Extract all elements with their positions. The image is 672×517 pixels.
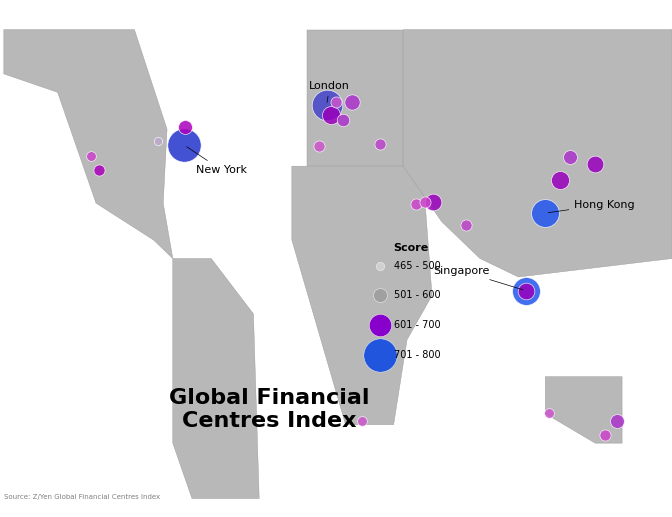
Text: New York: New York (187, 147, 247, 175)
Point (180, 123, 191, 131)
Text: London: London (309, 81, 350, 102)
Polygon shape (545, 377, 622, 443)
Point (599, 431, 610, 439)
Point (520, 286, 531, 295)
Text: 601 - 700: 601 - 700 (394, 320, 440, 330)
Point (427, 198, 438, 206)
Point (544, 409, 554, 417)
Text: Source: Z/Yen Global Financial Centres Index: Source: Z/Yen Global Financial Centres I… (4, 494, 160, 499)
Text: 465 - 500: 465 - 500 (394, 261, 440, 271)
Point (540, 209, 551, 217)
Point (375, 291, 386, 299)
Point (179, 141, 190, 149)
Text: Global Financial
Centres Index: Global Financial Centres Index (169, 388, 369, 431)
Point (520, 286, 531, 295)
Polygon shape (4, 29, 173, 258)
Point (612, 417, 622, 425)
Point (321, 101, 332, 110)
Point (554, 176, 565, 185)
Point (153, 136, 163, 145)
Point (589, 159, 600, 168)
Text: Hong Kong: Hong Kong (548, 200, 635, 212)
Polygon shape (307, 29, 403, 166)
Point (338, 116, 349, 125)
Point (86, 152, 97, 160)
Polygon shape (173, 258, 259, 498)
Point (314, 142, 325, 150)
Text: Singapore: Singapore (433, 266, 523, 290)
Text: Score: Score (394, 243, 429, 253)
Point (331, 98, 341, 106)
Polygon shape (292, 166, 432, 424)
Point (375, 262, 386, 270)
Text: 701 - 800: 701 - 800 (394, 349, 440, 359)
Text: 501 - 600: 501 - 600 (394, 291, 440, 300)
Point (347, 97, 358, 105)
Point (564, 153, 575, 161)
Point (325, 111, 336, 119)
Point (411, 200, 421, 208)
Point (94, 166, 105, 174)
Point (461, 221, 472, 229)
Point (375, 321, 386, 329)
Polygon shape (403, 29, 672, 277)
Point (420, 198, 431, 206)
Point (375, 351, 386, 359)
Point (356, 417, 367, 425)
Point (375, 140, 386, 148)
